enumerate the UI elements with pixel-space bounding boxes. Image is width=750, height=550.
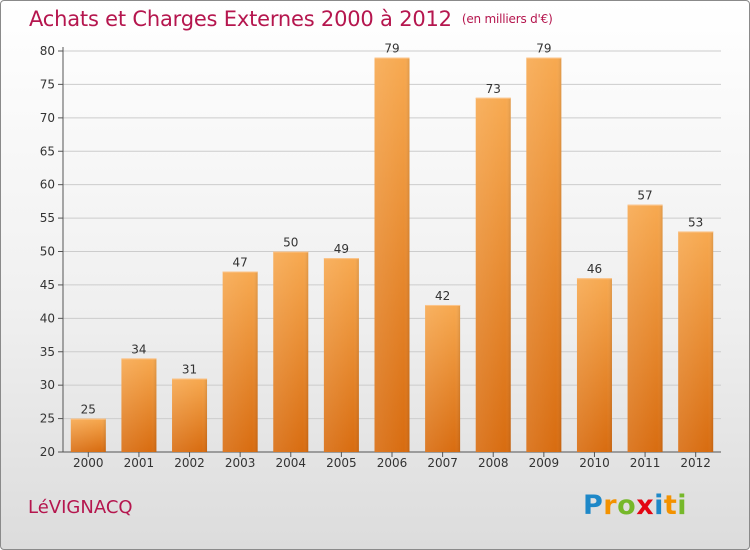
y-tick-label: 30 — [40, 378, 55, 392]
x-tick-label: 2000 — [73, 456, 104, 470]
y-tick-label: 60 — [40, 178, 55, 192]
bar-value-label: 49 — [334, 242, 349, 256]
bar-shade — [425, 304, 461, 452]
bar-shade — [627, 204, 663, 452]
y-tick-label: 75 — [40, 77, 55, 91]
y-tick-label: 55 — [40, 211, 55, 225]
chart-title-text: Achats et Charges Externes 2000 à 2012 — [29, 7, 452, 31]
x-tick-label: 2004 — [275, 456, 306, 470]
bar-value-label: 73 — [486, 82, 501, 96]
logo-letter: x — [636, 490, 655, 521]
y-tick-label: 65 — [40, 144, 55, 158]
chart-subtitle: (en milliers d'€) — [461, 12, 553, 26]
bar-value-label: 25 — [81, 403, 96, 417]
bar-value-label: 79 — [384, 42, 399, 56]
bar-value-label: 79 — [536, 42, 551, 56]
logo-letter: i — [677, 490, 688, 521]
bar-value-label: 57 — [637, 189, 652, 203]
y-tick-label: 70 — [40, 111, 55, 125]
y-tick-label: 50 — [40, 245, 55, 259]
bar-shade — [678, 231, 714, 452]
bar-shade — [576, 278, 612, 452]
logo-letter: i — [654, 490, 664, 521]
axis-layer: 20 25 30 35 40 45 50 55 60 65 70 75 80 2000 2001 2002 20… — [40, 44, 721, 470]
proxiti-logo: Proxiti — [583, 490, 687, 521]
bar-value-label: 34 — [131, 342, 146, 356]
bar-shade — [526, 57, 562, 452]
y-tick-label: 40 — [40, 311, 55, 325]
bar-value-label: 42 — [435, 289, 450, 303]
bar-shade — [70, 418, 106, 452]
bar-value-label: 47 — [233, 256, 248, 270]
x-tick-label: 2002 — [174, 456, 205, 470]
bar-shade — [374, 57, 410, 452]
chart-title: Achats et Charges Externes 2000 à 2012 (e… — [29, 7, 553, 31]
y-tick-label: 35 — [40, 345, 55, 359]
bar-shade — [323, 258, 359, 452]
bar-value-label: 53 — [688, 215, 703, 229]
x-tick-label: 2005 — [326, 456, 357, 470]
bar-value-label: 31 — [182, 362, 197, 376]
y-tick-label: 45 — [40, 278, 55, 292]
y-tick-label: 80 — [40, 44, 55, 58]
bar-value-label: 50 — [283, 236, 298, 250]
bar-shade — [273, 251, 309, 452]
y-tick-label: 25 — [40, 412, 55, 426]
bar-shade — [172, 378, 208, 452]
x-tick-label: 2008 — [478, 456, 509, 470]
logo-letter: o — [617, 490, 637, 521]
bar-shade — [121, 358, 157, 452]
x-tick-label: 2010 — [579, 456, 610, 470]
bar-value-label: 46 — [587, 262, 602, 276]
logo-letter: r — [603, 490, 618, 521]
logo-letter: P — [583, 490, 604, 521]
x-tick-label: 2011 — [630, 456, 661, 470]
bar-shade — [475, 97, 511, 453]
x-tick-label: 2009 — [529, 456, 560, 470]
x-tick-label: 2006 — [377, 456, 408, 470]
commune-name: LéVIGNACQ — [28, 497, 133, 518]
x-tick-label: 2001 — [124, 456, 155, 470]
x-tick-label: 2003 — [225, 456, 256, 470]
x-tick-label: 2012 — [680, 456, 711, 470]
x-tick-label: 2007 — [427, 456, 458, 470]
y-tick-label: 20 — [40, 445, 55, 459]
logo-letter: t — [663, 490, 678, 521]
bar-shade — [222, 271, 258, 452]
bar-layer: 25 34 31 47 50 49 79 42 73 79 46 57 53 — [70, 42, 714, 453]
